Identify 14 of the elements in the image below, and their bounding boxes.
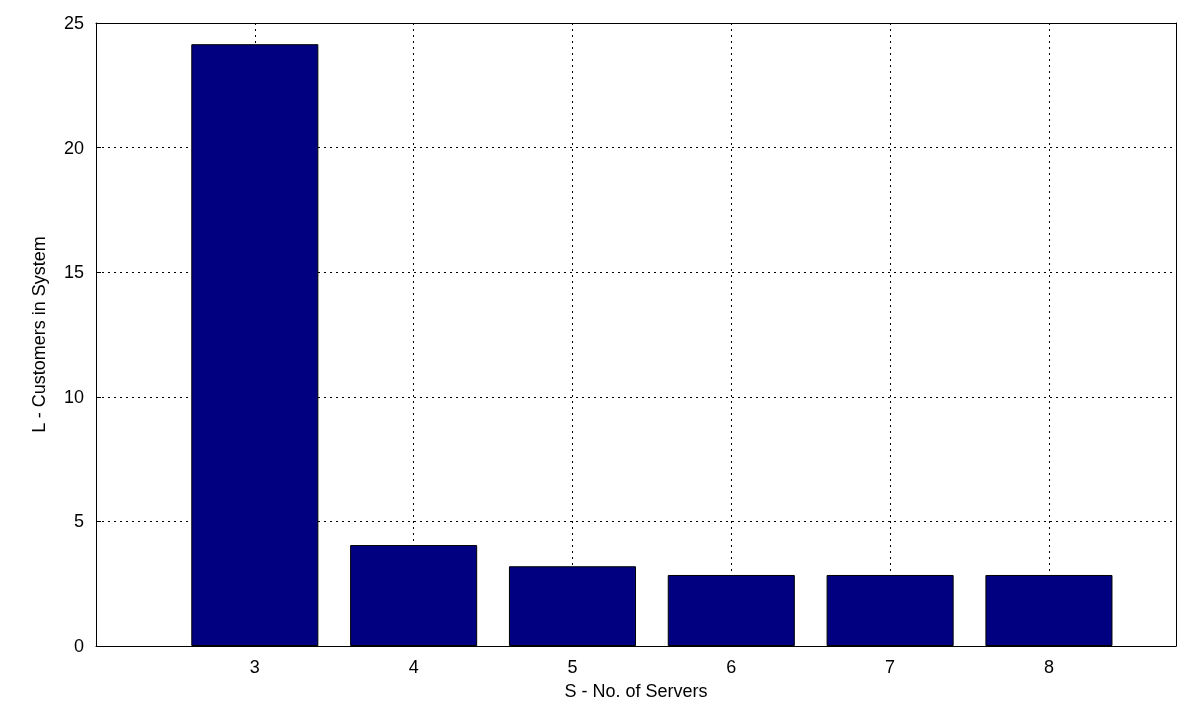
y-tick-label: 10 [63,386,84,407]
x-tick-label: 5 [567,657,578,677]
y-axis-title: L - Customers in System [29,236,49,433]
x-tick-label: 4 [408,657,419,677]
y-tick-label: 20 [63,137,84,158]
x-tick-label: 3 [249,657,260,677]
x-tick-label: 6 [726,657,737,677]
y-tick-label: 25 [63,13,84,33]
y-tick-label: 15 [63,262,84,283]
x-tick-label: 8 [1043,657,1054,677]
x-tick-label: 7 [885,657,896,677]
y-tick-label: 0 [73,636,84,656]
x-axis-title: S - No. of Servers [564,681,708,701]
y-tick-label: 5 [73,511,84,532]
